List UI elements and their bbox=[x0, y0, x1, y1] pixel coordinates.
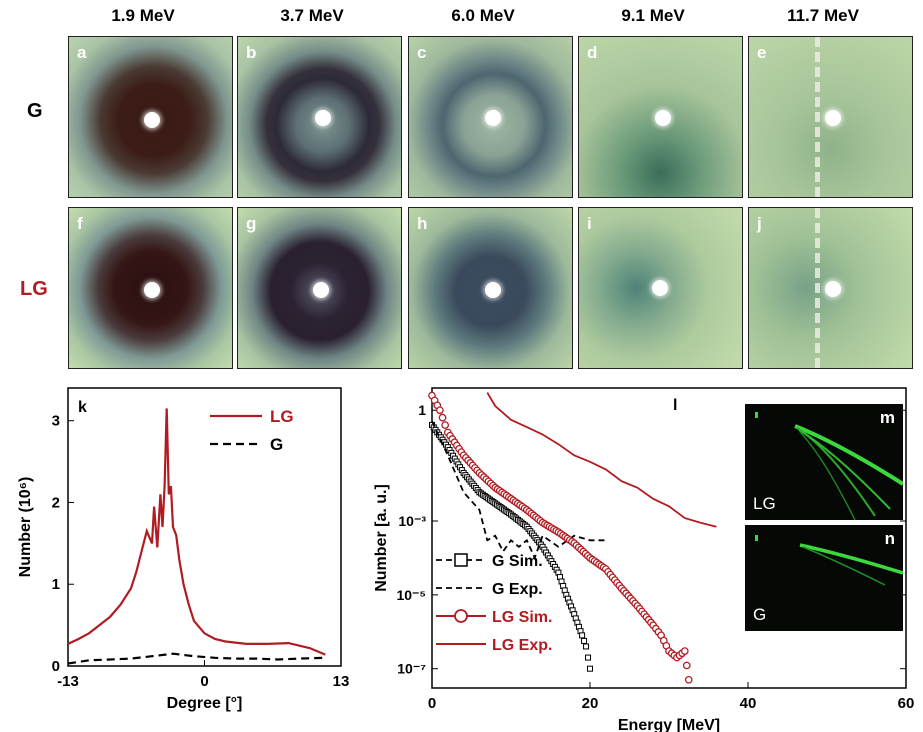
k-ytick-label: 3 bbox=[52, 413, 60, 430]
energy-label-3: 6.0 MeV bbox=[451, 6, 515, 25]
k-ytick-label: 1 bbox=[52, 576, 60, 593]
l-legend-g-sim: G Sim. bbox=[492, 553, 543, 570]
l-point-lg-sim bbox=[682, 661, 691, 670]
k-xtick-label: 0 bbox=[200, 673, 208, 690]
l-point-lg-sim bbox=[680, 647, 689, 655]
spectrometer-tag-lg: LG bbox=[753, 494, 776, 513]
l-xtick-label: 0 bbox=[428, 695, 436, 712]
film-panel-c: c bbox=[408, 36, 573, 198]
l-point-g-sim bbox=[581, 637, 588, 644]
l-ylabel: Number [a. u.] bbox=[373, 484, 390, 592]
panel-label-g: g bbox=[246, 214, 257, 233]
l-legend-marker-g-sim bbox=[454, 553, 468, 567]
film-panel-d: d bbox=[578, 36, 743, 198]
slice-line-e bbox=[815, 37, 820, 197]
l-ytick-label: 1 bbox=[418, 402, 426, 418]
panel-label-e: e bbox=[757, 43, 767, 62]
panel-label-f: f bbox=[77, 214, 83, 233]
panel-label-i: i bbox=[587, 214, 592, 233]
l-xlabel: Energy [MeV] bbox=[618, 717, 720, 732]
k-ylabel: Number (10⁶) bbox=[17, 477, 34, 578]
k-series-g bbox=[67, 652, 326, 665]
l-point-lg-sim bbox=[436, 406, 444, 415]
k-ytick-label: 0 bbox=[52, 658, 60, 675]
panel-label-d: d bbox=[587, 43, 598, 62]
k-xtick-label: -13 bbox=[57, 673, 79, 690]
l-point-lg-sim bbox=[441, 421, 450, 429]
k-frame bbox=[67, 387, 342, 667]
l-point-lg-sim bbox=[684, 675, 693, 684]
k-panel-label: k bbox=[78, 399, 87, 416]
film-panel-g: g bbox=[237, 207, 402, 369]
l-point-g-sim bbox=[585, 654, 592, 661]
l-legend-lg-sim: LG Sim. bbox=[492, 609, 552, 626]
k-series-lg bbox=[67, 408, 326, 656]
spectrometer-label-n: n bbox=[884, 529, 895, 548]
k-xlabel: Degree [°] bbox=[167, 695, 243, 712]
l-legend-marker-lg-sim bbox=[454, 609, 468, 623]
l-xtick-label: 20 bbox=[582, 695, 599, 712]
energy-label-1: 1.9 MeV bbox=[111, 6, 175, 25]
k-xtick-label: 13 bbox=[333, 673, 350, 690]
row-label-g: G bbox=[27, 100, 43, 122]
film-panel-e: e bbox=[748, 36, 913, 198]
panel-label-a: a bbox=[77, 43, 87, 62]
spectrometer-image-n: n G bbox=[745, 525, 903, 631]
energy-label-2: 3.7 MeV bbox=[280, 6, 344, 25]
film-panel-a: a bbox=[68, 36, 233, 198]
film-panel-f: f bbox=[68, 207, 233, 369]
l-point-g-sim bbox=[587, 665, 593, 672]
l-legend-lg-exp: LG Exp. bbox=[492, 637, 552, 654]
energy-label-4: 9.1 MeV bbox=[621, 6, 685, 25]
l-ytick-label: 10⁻⁷ bbox=[397, 661, 426, 677]
film-panel-h: h bbox=[408, 207, 573, 369]
film-panel-j: j bbox=[748, 207, 913, 369]
l-point-lg-sim bbox=[438, 413, 447, 422]
l-point-g-sim bbox=[579, 632, 586, 639]
l-frame bbox=[431, 387, 907, 689]
k-legend-lg: LG bbox=[270, 407, 294, 426]
energy-label-5: 11.7 MeV bbox=[787, 6, 859, 25]
row-label-lg: LG bbox=[20, 278, 48, 300]
l-series-lg-exp bbox=[486, 392, 717, 528]
film-panel-i: i bbox=[578, 207, 743, 369]
l-point-g-sim bbox=[583, 643, 590, 650]
film-panel-b: b bbox=[237, 36, 402, 198]
panel-label-h: h bbox=[417, 214, 428, 233]
l-panel-label: l bbox=[673, 397, 677, 414]
l-ytick-label: 10⁻⁵ bbox=[396, 587, 426, 603]
spectrometer-image-m: m LG bbox=[745, 404, 903, 520]
l-xtick-label: 60 bbox=[898, 695, 915, 712]
k-ytick-label: 2 bbox=[52, 494, 60, 511]
k-legend-g: G bbox=[270, 435, 283, 454]
l-legend-g-exp: G Exp. bbox=[492, 581, 543, 598]
spectrometer-tag-g: G bbox=[753, 605, 767, 624]
chart-l: 0 20 40 60 1 10⁻³ 10⁻⁵ 10⁻⁷ Energy [MeV] Number [… bbox=[373, 387, 915, 732]
spectrometer-label-m: m bbox=[879, 408, 895, 427]
panel-label-c: c bbox=[417, 43, 427, 62]
l-ytick-label: 10⁻³ bbox=[398, 513, 426, 529]
panel-label-j: j bbox=[757, 214, 762, 233]
panel-label-b: b bbox=[246, 43, 257, 62]
l-xtick-label: 40 bbox=[740, 695, 757, 712]
slice-line-j bbox=[815, 208, 820, 368]
